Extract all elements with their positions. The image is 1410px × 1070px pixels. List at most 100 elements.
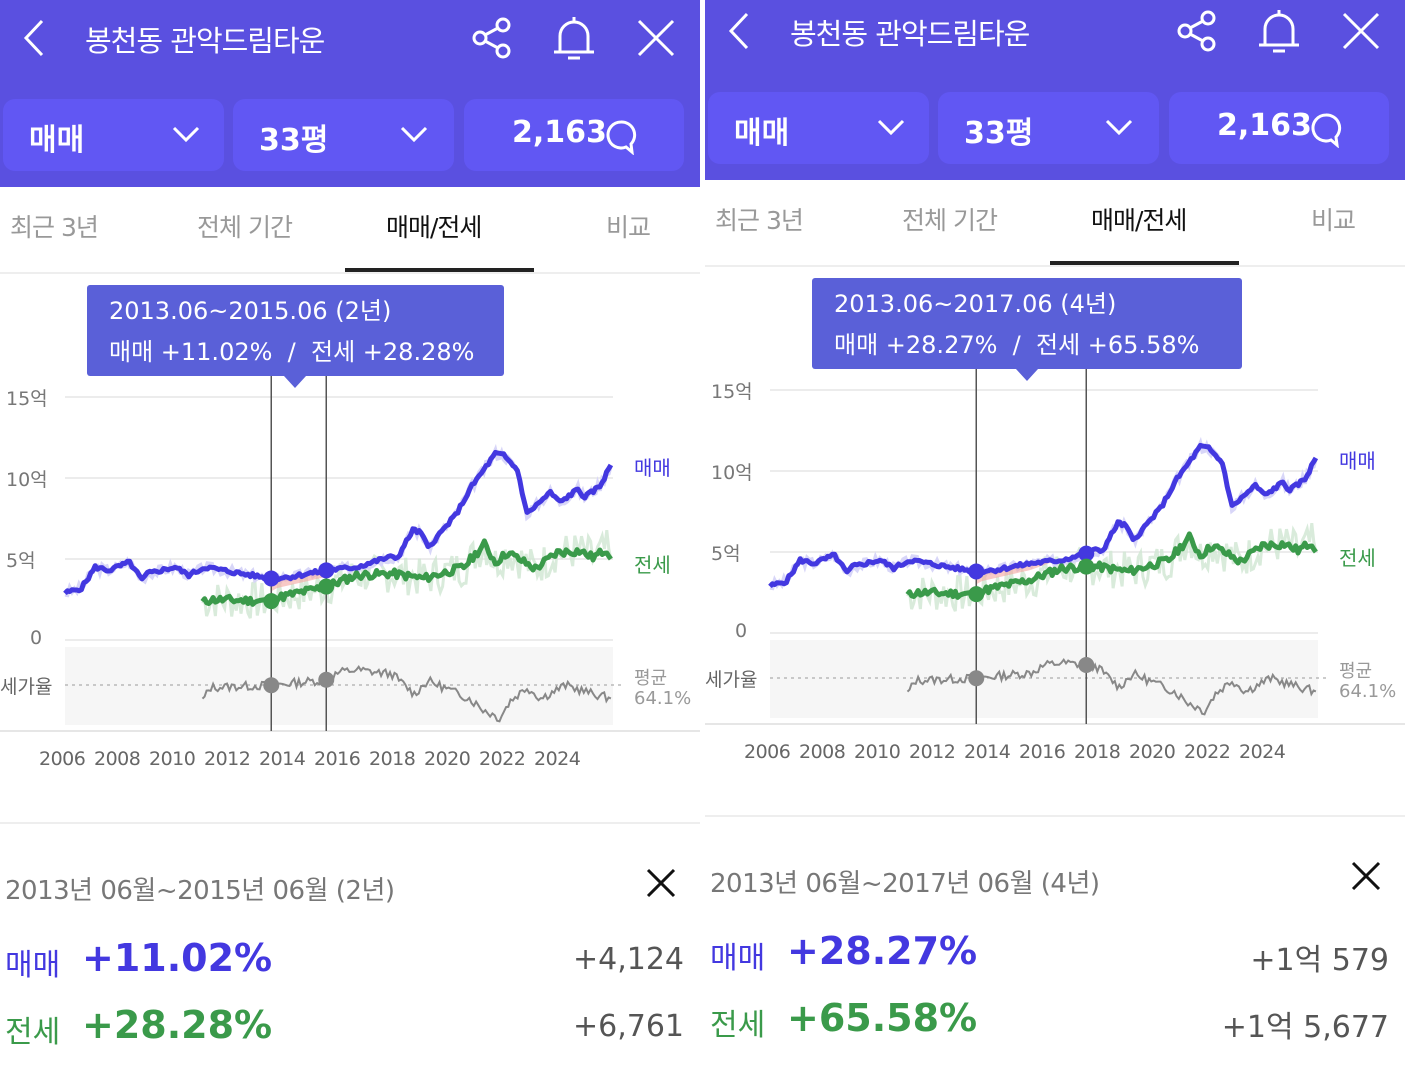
tab-0[interactable]: 최근 3년 [10, 213, 99, 242]
share-icon[interactable] [470, 16, 514, 60]
active-tab-indicator [1050, 261, 1239, 265]
sale-point [1078, 545, 1095, 562]
summary-jeonse-pct: +28.28% [82, 1003, 273, 1047]
tab-2[interactable]: 매매/전세 [1091, 206, 1187, 235]
close-summary-icon[interactable] [646, 868, 676, 898]
summary-jeonse-amount: +6,761 [572, 1009, 684, 1044]
tooltip-range: 2013.06~2017.06 (4년) [834, 290, 1117, 318]
tooltip-caret [1016, 369, 1038, 381]
summary-divider [705, 815, 1405, 817]
trade-type-dropdown[interactable]: 매매 [708, 92, 929, 164]
comments-button[interactable]: 2,163 [464, 99, 684, 171]
tab-3[interactable]: 비교 [606, 213, 651, 242]
jeonse-point [968, 586, 985, 603]
sale-point [263, 570, 280, 587]
tooltip-range: 2013.06~2015.06 (2년) [109, 297, 392, 325]
x-tick-label: 2022 [1184, 741, 1231, 763]
ratio-label: 세가율 [705, 669, 758, 691]
summary-divider [0, 822, 700, 824]
avg-label: 평균 [1339, 661, 1373, 682]
sale-point [968, 563, 985, 580]
page-title: 봉천동 관악드림타운 [790, 17, 1030, 51]
tab-1[interactable]: 전체 기간 [197, 213, 293, 242]
summary-sale-pct: +28.27% [787, 929, 978, 973]
y-tick-label: 5억 [711, 543, 741, 565]
sale-line [768, 442, 1319, 589]
tab-2[interactable]: 매매/전세 [386, 213, 482, 242]
ratio-band [65, 647, 613, 725]
chevron-left-icon[interactable] [20, 18, 48, 58]
y-tick-label: 15억 [711, 381, 753, 403]
share-icon[interactable] [1175, 9, 1219, 53]
jeonse-point [263, 593, 280, 610]
tooltip-summary: 매매 +28.27% / 전세 +65.58% [834, 331, 1200, 359]
summary-sale-label: 매매 [5, 948, 61, 983]
legend-sale: 매매 [634, 456, 671, 480]
chevron-down-icon [400, 126, 428, 143]
ratio-point [263, 677, 280, 694]
comment-count: 2,163 [512, 115, 607, 150]
ratio-point [968, 670, 985, 687]
tab-3[interactable]: 비교 [1311, 206, 1356, 235]
summary-jeonse-label: 전세 [5, 1015, 61, 1050]
tab-0[interactable]: 최근 3년 [715, 206, 804, 235]
app-screen-1: 봉천동 관악드림타운 매매 33평 2,163 최근 3년 전체 기간 매매/전세 비… [0, 0, 700, 1070]
close-icon[interactable] [636, 18, 676, 58]
ratio-point [318, 671, 335, 688]
ratio-band [770, 640, 1318, 718]
x-tick-label: 2024 [1239, 741, 1286, 763]
x-tick-label: 2014 [964, 741, 1011, 763]
x-tick-label: 2010 [854, 741, 901, 763]
y-tick-label: 5억 [6, 550, 36, 572]
summary-range: 2013년 06월~2015년 06월 (2년) [5, 876, 395, 906]
bell-icon[interactable] [1255, 7, 1303, 55]
summary-range: 2013년 06월~2017년 06월 (4년) [710, 869, 1100, 899]
x-tick-label: 2024 [534, 748, 581, 770]
summary-jeonse-amount: +1억 5,677 [1221, 1010, 1389, 1045]
legend-sale: 매매 [1339, 449, 1376, 473]
y-tick-label: 0 [30, 627, 43, 649]
x-tick-label: 2014 [259, 748, 306, 770]
chevron-down-icon [877, 119, 905, 136]
ratio-label: 세가율 [0, 676, 53, 698]
summary-jeonse-label: 전세 [710, 1008, 766, 1043]
tab-1[interactable]: 전체 기간 [902, 206, 998, 235]
range-tooltip: 2013.06~2015.06 (2년) 매매 +11.02% / 전세 +28… [87, 285, 504, 376]
avg-label: 평균 [634, 668, 668, 689]
x-tick-label: 2018 [1074, 741, 1121, 763]
x-tick-label: 2018 [369, 748, 416, 770]
size-dropdown[interactable]: 33평 [233, 99, 454, 171]
tab-divider [0, 272, 700, 274]
comment-bubble-icon [1311, 113, 1342, 148]
page-title: 봉천동 관악드림타운 [85, 24, 325, 58]
sale-point [318, 562, 335, 579]
x-tick-label: 2012 [909, 741, 956, 763]
range-tooltip: 2013.06~2017.06 (4년) 매매 +28.27% / 전세 +65… [812, 278, 1242, 369]
x-tick-label: 2008 [799, 741, 846, 763]
trade-type-dropdown[interactable]: 매매 [3, 99, 224, 171]
bell-icon[interactable] [550, 14, 598, 62]
legend-jeonse: 전세 [634, 553, 671, 577]
sale-line [63, 449, 614, 596]
legend-jeonse: 전세 [1339, 546, 1376, 570]
x-tick-label: 2016 [314, 748, 361, 770]
app-screen-2: 봉천동 관악드림타운 매매 33평 2,163 최근 3년 전체 기간 매매/전세 비… [705, 0, 1405, 1063]
summary-sale-pct: +11.02% [82, 936, 273, 980]
chevron-left-icon[interactable] [725, 11, 753, 51]
y-tick-label: 10억 [6, 469, 48, 491]
price-chart[interactable] [0, 0, 700, 800]
price-chart[interactable] [705, 0, 1405, 793]
size-value: 33평 [259, 123, 329, 158]
y-tick-label: 0 [735, 620, 748, 642]
chevron-down-icon [1105, 119, 1133, 136]
ratio-point [1078, 657, 1095, 674]
x-tick-label: 2016 [1019, 741, 1066, 763]
summary-sale-amount: +4,124 [572, 942, 684, 977]
size-dropdown[interactable]: 33평 [938, 92, 1159, 164]
close-icon[interactable] [1341, 11, 1381, 51]
tooltip-caret [284, 376, 306, 388]
x-tick-label: 2020 [1129, 741, 1176, 763]
close-summary-icon[interactable] [1351, 861, 1381, 891]
size-value: 33평 [964, 116, 1034, 151]
comments-button[interactable]: 2,163 [1169, 92, 1389, 164]
